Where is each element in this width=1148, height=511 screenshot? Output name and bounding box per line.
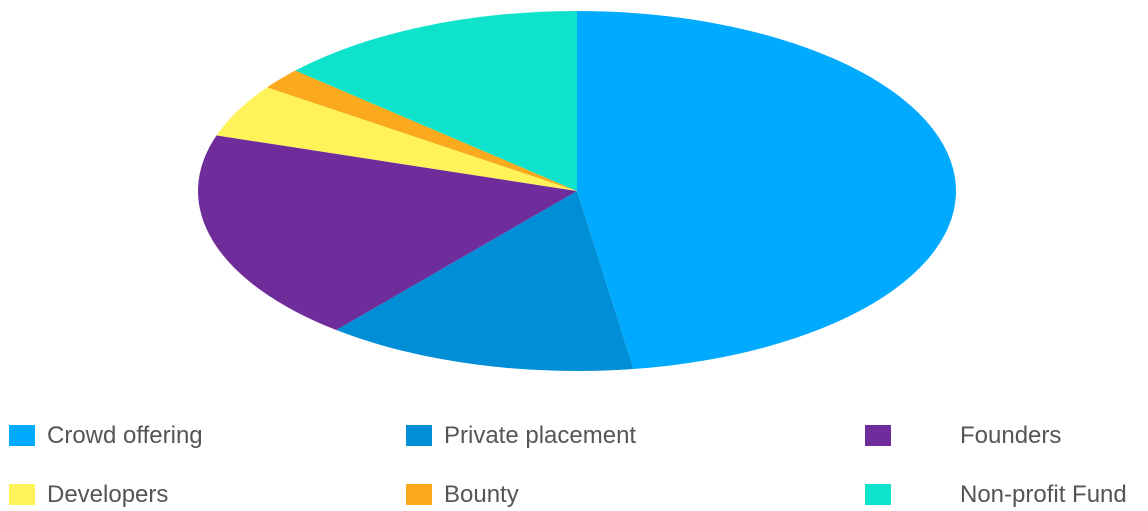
legend-label: Founders xyxy=(960,422,1062,449)
pie-slice-bounty xyxy=(267,70,577,191)
legend-swatch xyxy=(9,484,35,505)
pie-slice-founders xyxy=(197,135,577,331)
pie-slice-crowd-offering xyxy=(577,11,957,369)
legend-label: Crowd offering xyxy=(47,422,203,449)
legend-swatch xyxy=(865,425,891,446)
legend-swatch xyxy=(865,484,891,505)
legend-label: Private placement xyxy=(444,422,637,449)
pie-chart xyxy=(197,11,957,372)
legend-swatch xyxy=(9,425,35,446)
legend-label: Developers xyxy=(47,481,169,508)
legend-swatch xyxy=(406,425,432,446)
legend-label: Bounty xyxy=(444,481,519,508)
legend-swatch xyxy=(406,484,432,505)
pie-chart-svg xyxy=(197,11,957,372)
legend-label: Non-profit Fund xyxy=(960,481,1127,508)
pie-slice-non-profit-fund xyxy=(295,11,577,191)
pie-slice-private-placement xyxy=(336,191,634,372)
pie-slice-developers xyxy=(216,87,578,191)
